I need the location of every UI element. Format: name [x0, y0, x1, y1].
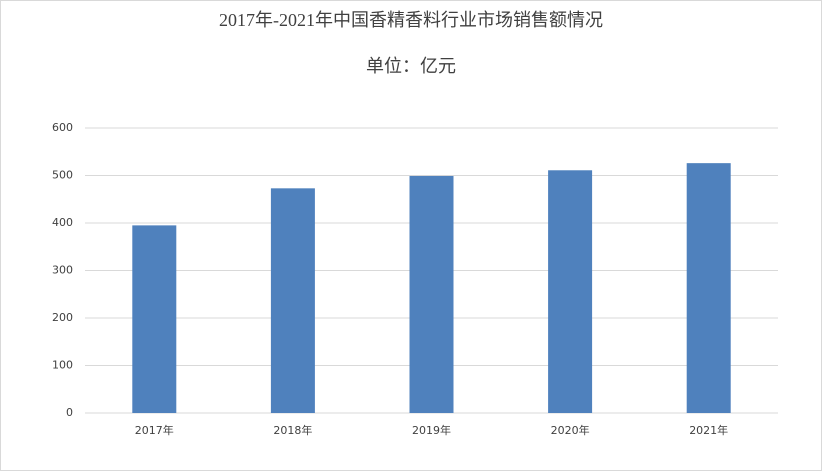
bar	[132, 225, 177, 413]
bar	[548, 170, 593, 413]
y-tick-label: 400	[52, 216, 73, 229]
bar	[270, 188, 315, 413]
x-tick-label: 2021年	[689, 423, 728, 437]
y-tick-label: 100	[52, 359, 73, 372]
x-tick-label: 2020年	[551, 423, 590, 437]
y-tick-label: 500	[52, 169, 73, 182]
y-tick-label: 600	[52, 121, 73, 134]
x-tick-label: 2018年	[273, 423, 312, 437]
x-tick-label: 2019年	[412, 423, 451, 437]
y-tick-label: 300	[52, 264, 73, 277]
bar	[686, 163, 731, 413]
chart-subtitle: 单位：亿元	[366, 56, 456, 76]
x-tick-label: 2017年	[135, 423, 174, 437]
bar	[409, 175, 454, 413]
y-tick-label: 200	[52, 311, 73, 324]
y-tick-label: 0	[66, 406, 73, 419]
chart-title: 2017年-2021年中国香精香料行业市场销售额情况	[219, 10, 603, 30]
